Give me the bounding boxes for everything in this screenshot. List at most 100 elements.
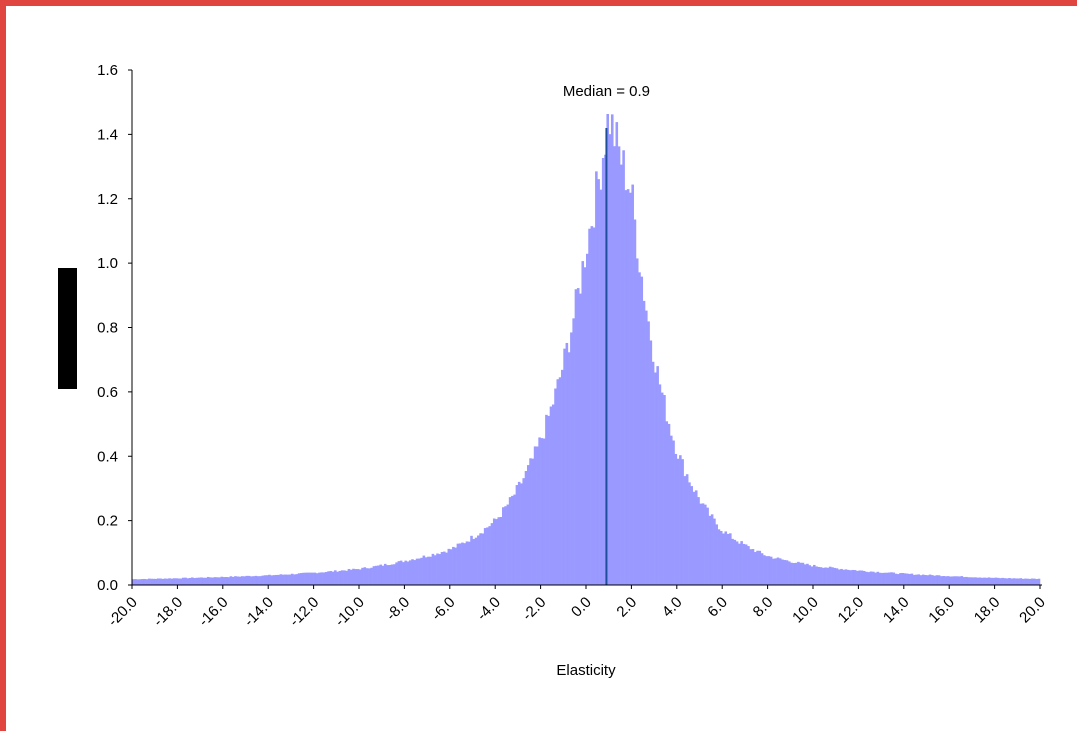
histogram-bar [347,568,351,585]
histogram-bar [935,575,939,585]
histogram-bar [792,563,796,585]
histogram-bar [847,569,850,585]
y-tick-label: 0.4 [97,448,118,465]
histogram-bar [343,570,346,585]
histogram-bar [862,570,866,585]
histogram-bar [202,577,205,585]
histogram-bar [168,578,171,585]
histogram-bar [324,571,328,585]
histogram-bar [290,573,294,585]
histogram-bar [983,577,986,585]
histogram-bar [1008,578,1011,585]
histogram-bar [908,573,911,585]
histogram-bar [658,384,662,585]
histogram-bar [345,570,348,585]
histogram-bar [778,558,782,585]
histogram-bar [797,561,800,585]
histogram-bar [263,575,267,585]
histogram-bar [851,569,855,585]
x-tick-label: 4.0 [659,594,686,621]
histogram-bar [225,576,228,585]
histogram-bar [477,535,480,585]
histogram-bar [885,572,889,585]
histogram-bar [470,535,473,585]
histogram-bar [663,395,666,585]
histogram-bar [910,573,914,585]
histogram-bar [835,568,839,585]
histogram-bar [175,578,178,585]
histogram-bar [340,570,344,585]
histogram-bar [293,574,296,585]
histogram-bar [751,549,755,585]
x-tick-label: 14.0 [880,594,913,627]
histogram-bar [209,577,212,585]
histogram-bar [390,564,394,585]
histogram-bar [336,571,339,585]
histogram-bar [442,551,446,585]
histogram-bar [420,557,423,585]
histogram-bar [590,226,594,585]
histogram-bar [815,566,818,585]
histogram-bar [402,562,405,585]
histogram-bar [669,435,673,585]
histogram-bar [490,523,494,585]
histogram-bar [586,253,589,586]
histogram-bar [1021,578,1025,585]
histogram-bar [937,575,941,585]
histogram-bar [150,578,153,585]
histogram-bar [919,575,923,585]
histogram-bar [767,556,771,585]
histogram-bar [234,576,237,585]
histogram-bar [359,569,362,585]
histogram-bar [506,504,510,585]
histogram-bar [159,578,162,585]
histogram-bar [356,569,360,585]
histogram-bar [753,552,757,585]
histogram-bar [547,415,550,585]
histogram-bar [270,575,274,585]
histogram-bar [951,576,955,585]
histogram-bar [134,579,137,585]
histogram-bar [211,577,215,585]
x-tick-label: -18.0 [150,594,186,630]
histogram-bar [906,573,909,585]
histogram-bar [790,562,793,585]
histogram-bar [660,392,664,585]
histogram-bar [858,570,861,585]
x-tick-label: 12.0 [835,594,868,627]
histogram-bar [828,566,832,585]
histogram-bar [431,553,435,585]
histogram-bar [1015,578,1018,585]
histogram-bar [288,574,292,585]
histogram-bar [867,572,871,585]
histogram-bar [785,560,789,585]
histogram-bar [772,558,775,585]
histogram-bar [277,574,280,585]
histogram-bar [980,577,984,585]
histogram-bar [1035,579,1039,585]
histogram-bar [622,150,625,585]
histogram-bar [511,495,514,585]
histogram-bar [742,543,746,585]
histogram-bar [599,189,603,585]
histogram-bar [406,561,410,585]
histogram-bar [492,518,496,585]
histogram-bar [449,549,453,585]
histogram-bar [803,564,807,585]
histogram-bar [799,562,802,585]
histogram-bar [243,576,246,585]
histogram-bar [701,503,705,585]
histogram-bar [413,560,417,585]
histogram-bar [760,553,764,585]
histogram-bar [306,572,310,585]
histogram-bar [631,184,634,585]
histogram-bar [533,446,537,585]
histogram-bar [965,576,968,585]
x-tick-label: -20.0 [105,594,141,630]
histogram-bar [856,570,859,585]
histogram-bar [597,179,600,585]
histogram-bar [172,578,176,585]
histogram-bar [640,276,644,585]
x-tick-label: 6.0 [704,594,731,621]
histogram-bar [213,577,217,585]
